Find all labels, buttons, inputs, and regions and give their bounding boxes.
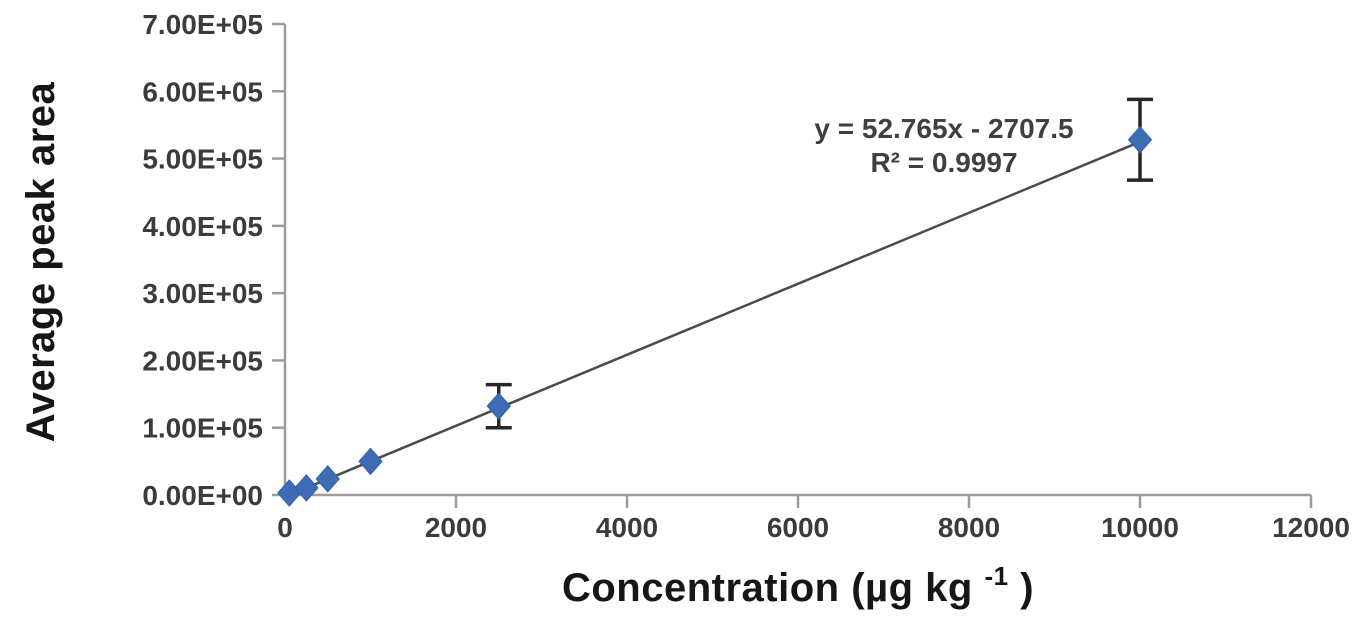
x-tick-label: 4000 — [596, 512, 658, 543]
y-tick-label: 4.00E+05 — [142, 211, 263, 242]
data-point — [294, 474, 319, 502]
x-tick-label: 8000 — [938, 512, 1000, 543]
y-axis-title: Average peak area — [19, 81, 63, 442]
r-squared-label: R² = 0.9997 — [870, 147, 1017, 178]
data-point — [358, 447, 383, 476]
y-tick-label: 7.00E+05 — [142, 9, 263, 40]
series-layer — [277, 97, 1153, 507]
data-point — [277, 479, 302, 507]
y-tick-label: 5.00E+05 — [142, 144, 263, 175]
y-tick-label: 3.00E+05 — [142, 278, 263, 309]
x-axis-title-close: ) — [1020, 566, 1034, 610]
x-axis-title: Concentration (µg kg -1 ) — [562, 550, 1034, 610]
y-tick-label: 2.00E+05 — [142, 345, 263, 376]
trendline — [288, 140, 1141, 497]
x-axis-title-superscript: -1 — [984, 561, 1008, 591]
y-tick-label: 6.00E+05 — [142, 76, 263, 107]
x-tick-label: 2000 — [425, 512, 487, 543]
x-tick-label: 10000 — [1101, 512, 1179, 543]
x-axis-title-main: Concentration (µg kg — [562, 566, 973, 610]
x-tick-label: 6000 — [767, 512, 829, 543]
y-tick-label: 0.00E+00 — [142, 480, 263, 511]
x-tick-label: 0 — [277, 512, 293, 543]
data-point — [486, 392, 511, 420]
data-point — [1127, 125, 1153, 154]
axes-layer: 0.00E+00 1.00E+05 2.00E+05 3.00E+05 4.00E+05… — [142, 9, 1350, 543]
data-point — [315, 465, 340, 493]
y-tick-label: 1.00E+05 — [142, 413, 263, 444]
trendline-equation: y = 52.765x - 2707.5 — [814, 113, 1073, 144]
x-tick-label: 12000 — [1272, 512, 1350, 543]
